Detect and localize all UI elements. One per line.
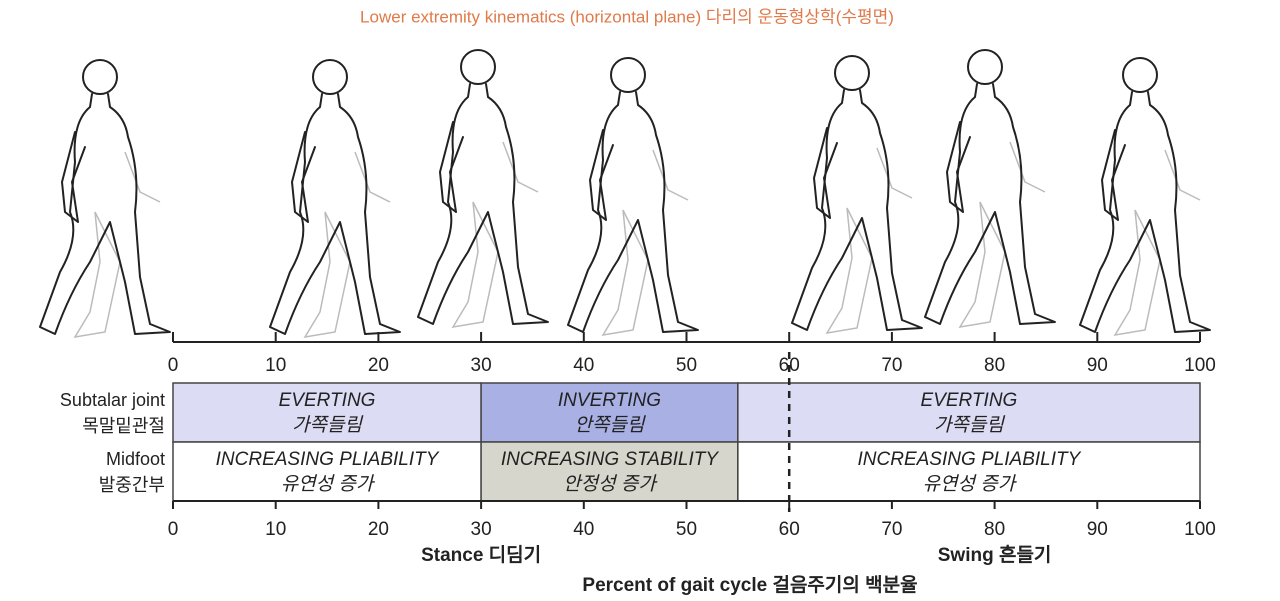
tick-label: 20	[368, 519, 389, 540]
row-label-ko: 목말밑관절	[82, 416, 165, 436]
walking-figure	[269, 59, 401, 338]
tick-label: 50	[676, 355, 697, 376]
phase-label: Stance 디딤기	[421, 544, 541, 566]
segment	[480, 382, 739, 443]
figures	[39, 49, 1211, 338]
segment	[172, 441, 482, 502]
tick-label: 10	[265, 355, 286, 376]
tick-label: 30	[471, 355, 492, 376]
segment-label: INCREASING PLIABILITY	[216, 449, 440, 470]
segment-label-ko: 가쪽들림	[934, 415, 1005, 436]
tick-label: 70	[881, 355, 902, 376]
tick-label: 60	[779, 519, 800, 540]
tick-label: 50	[676, 519, 697, 540]
x-axis-title: Percent of gait cycle 걸음주기의 백분율	[582, 574, 917, 596]
walking-figure	[1079, 57, 1211, 336]
segment-label-ko: 안쪽들림	[575, 415, 646, 436]
segment-label: INVERTING	[558, 390, 661, 411]
tick-label: 0	[168, 355, 179, 376]
segment-label: EVERTING	[921, 390, 1018, 411]
segment-label: INCREASING STABILITY	[501, 449, 719, 470]
tick-label: 70	[881, 519, 902, 540]
tick-label: 90	[1087, 519, 1108, 540]
tick-label: 90	[1087, 355, 1108, 376]
segment-label: INCREASING PLIABILITY	[858, 449, 1082, 470]
tick-label: 40	[573, 355, 594, 376]
tick-label: 40	[573, 519, 594, 540]
segment	[737, 441, 1201, 502]
tick-label: 80	[984, 519, 1005, 540]
tick-label: 30	[471, 519, 492, 540]
segment-label-ko: 유연성 증가	[281, 474, 376, 495]
walking-figure	[567, 57, 699, 336]
segment-label: EVERTING	[279, 390, 376, 411]
walking-figure	[39, 59, 171, 338]
row-label: Subtalar joint	[60, 390, 165, 410]
tick-label: 20	[368, 355, 389, 376]
segment-label-ko: 유연성 증가	[923, 474, 1018, 495]
tick-label: 100	[1184, 519, 1216, 540]
tick-label: 80	[984, 355, 1005, 376]
segment	[172, 382, 482, 443]
segment-label-ko: 안정성 증가	[563, 474, 658, 495]
walking-figure	[791, 55, 923, 334]
tick-label: 0	[168, 519, 179, 540]
phase-label: Swing 흔들기	[938, 543, 1052, 566]
segment	[737, 382, 1201, 443]
segment-label-ko: 가쪽들림	[292, 415, 363, 436]
tick-label: 10	[265, 519, 286, 540]
title: Lower extremity kinematics (horizontal p…	[360, 7, 894, 26]
row-label: Midfoot	[106, 449, 165, 469]
walking-figure	[924, 49, 1056, 328]
row-label-ko: 발중간부	[99, 475, 165, 495]
tick-label: 100	[1184, 355, 1216, 376]
walking-figure	[417, 49, 549, 328]
